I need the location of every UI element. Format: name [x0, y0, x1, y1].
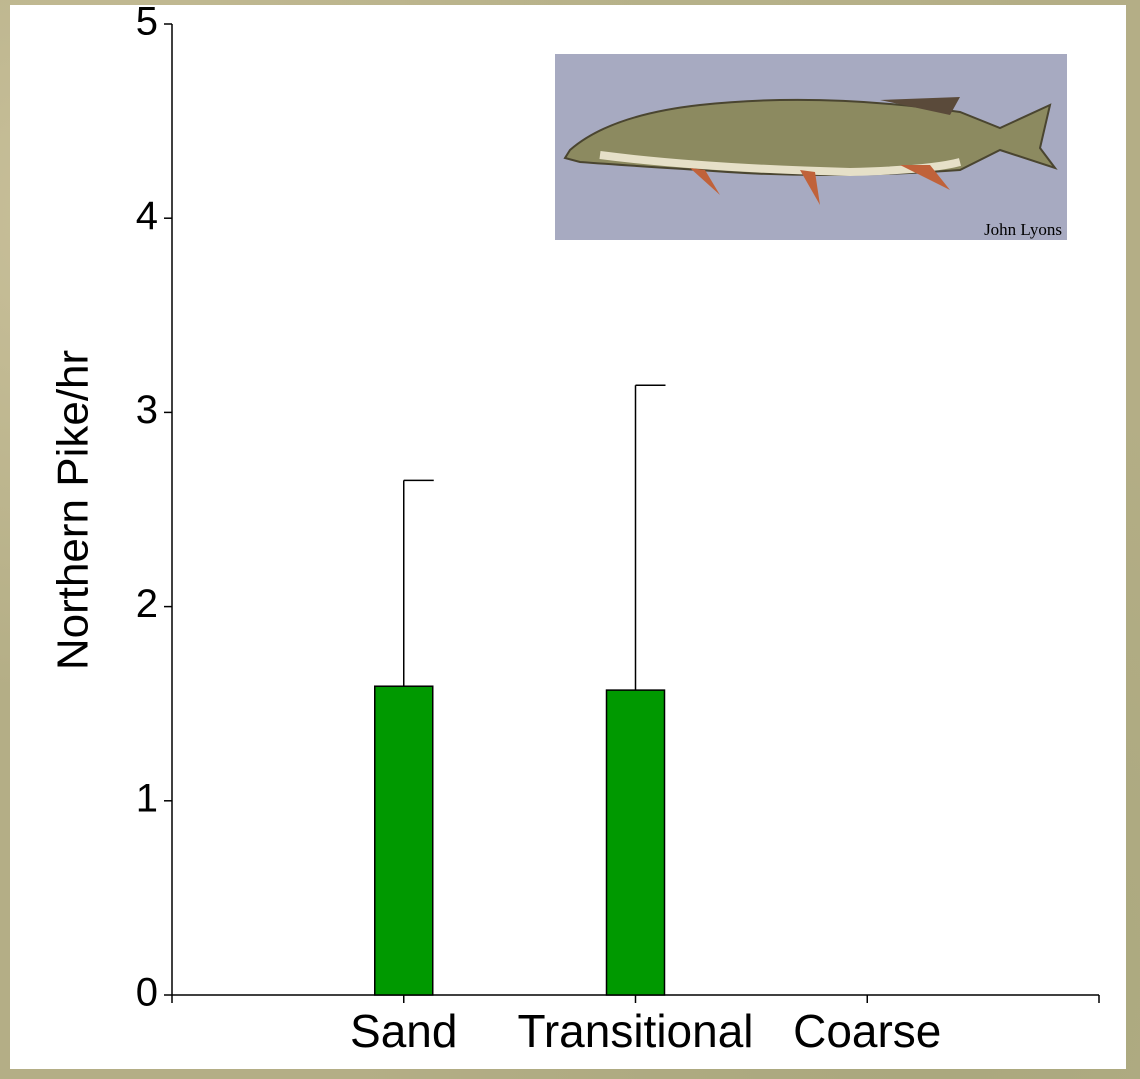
- y-tick-label: 3: [136, 388, 158, 432]
- error-bar: [634, 384, 666, 691]
- x-tick-label: Coarse: [793, 1005, 941, 1057]
- y-tick-label: 0: [136, 971, 158, 1015]
- fish-photo: John Lyons: [555, 54, 1067, 240]
- y-tick-label: 1: [136, 776, 158, 820]
- y-axis-title: Northern Pike/hr: [49, 350, 98, 670]
- bar: [605, 689, 666, 996]
- x-tick-label: Sand: [350, 1005, 457, 1057]
- bar: [374, 685, 434, 996]
- y-tick-label: 2: [136, 582, 158, 626]
- error-bar: [403, 479, 434, 687]
- y-tick-label: 4: [136, 194, 158, 238]
- y-tick-label: 5: [136, 0, 158, 44]
- photo-credit: John Lyons: [984, 220, 1062, 239]
- x-tick-label: Transitional: [517, 1005, 753, 1057]
